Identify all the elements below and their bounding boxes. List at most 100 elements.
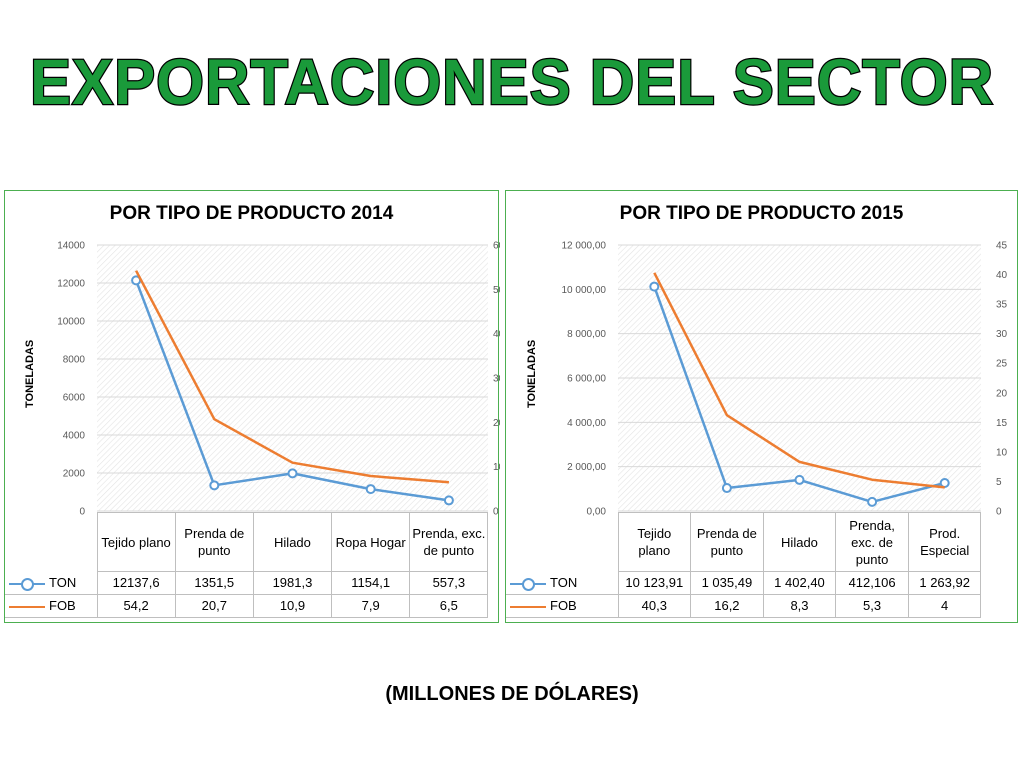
data-value: 1 263,92	[907, 571, 982, 595]
data-point-ton	[287, 468, 298, 479]
data-point-ton	[649, 281, 660, 292]
y2-tick-label: 35	[996, 300, 1008, 311]
data-value: 54,2	[96, 593, 176, 618]
y-tick-label: 0	[79, 507, 85, 518]
category-label: Prenda, exc. de punto	[835, 512, 909, 572]
y2-tick-label: 30	[493, 374, 500, 385]
data-value: 40,3	[617, 593, 692, 618]
legend-label: TON	[49, 575, 77, 590]
y-tick-label: 0,00	[587, 507, 607, 518]
data-point-ton	[939, 477, 950, 488]
plot-area	[97, 245, 488, 511]
data-value: 6,5	[409, 593, 489, 618]
category-label: Tejido plano	[617, 512, 692, 572]
data-value: 8,3	[762, 593, 837, 618]
category-label: Prod. Especial	[907, 512, 982, 572]
legend-key-ton	[510, 577, 546, 591]
y2-tick-label: 30	[996, 329, 1008, 340]
data-point-ton	[721, 483, 732, 494]
chart-title: POR TIPO DE PRODUCTO 2015	[619, 203, 904, 224]
y2-tick-label: 60	[493, 241, 500, 252]
main-title-text: EXPORTACIONES DEL SECTOR	[30, 46, 994, 118]
category-row: Tejido plano Prenda de punto Hilado Prenda,…	[506, 512, 982, 572]
legend-key-fob	[9, 600, 45, 614]
data-value: 16,2	[690, 593, 764, 618]
footer-note: (MILLONES DE DÓLARES)	[385, 683, 639, 705]
chart-plot-2014: 0 2000 4000 6000 8000 10000 12000 14000 0 10 20 30 4…	[57, 241, 500, 518]
legend-entry: FOB	[5, 594, 98, 618]
y-tick-label: 10 000,00	[562, 285, 607, 296]
y2-tick-label: 15	[996, 418, 1008, 429]
series-row-ton: TON 12137,6 1351,5 1981,3 1154,1 557,3	[5, 571, 489, 595]
y-tick-label: 6 000,00	[567, 374, 606, 385]
y2-tick-label: 0	[493, 507, 499, 518]
y2-tick-label: 40	[996, 270, 1008, 281]
legend-entry: FOB	[506, 594, 619, 618]
series-line-fob	[134, 270, 449, 484]
data-value: 1981,3	[252, 571, 333, 595]
category-label: Hilado	[762, 512, 837, 572]
chart-panel-2014: POR TIPO DE PRODUCTO 2014 TONELADAS 0 200…	[4, 190, 500, 623]
y2-tick-label: 0	[996, 507, 1002, 518]
y2-tick-label: 50	[493, 285, 500, 296]
data-point-ton	[867, 496, 878, 507]
series-line-fob	[653, 272, 945, 489]
chart-panel-2015: POR TIPO DE PRODUCTO 2015 TONELADAS 0,00…	[505, 190, 1018, 623]
data-value: 412,106	[835, 571, 909, 595]
data-value: 1 402,40	[762, 571, 837, 595]
data-value: 4	[907, 593, 982, 618]
legend-label: TON	[550, 575, 578, 590]
legend-entry: TON	[506, 571, 619, 595]
y2-tick-label: 25	[996, 359, 1008, 370]
legend-label: FOB	[49, 598, 76, 613]
data-value: 1 035,49	[690, 571, 764, 595]
main-title-graphic: EXPORTACIONES DEL SECTOR	[29, 45, 995, 120]
y2-tick-label: 20	[493, 418, 500, 429]
category-label: Ropa Hogar	[331, 512, 411, 572]
data-table-2014: Tejido plano Prenda de punto Hilado Ropa Ho…	[5, 512, 489, 618]
y2-tick-label: 40	[493, 329, 500, 340]
data-point-ton	[209, 480, 220, 491]
y-tick-label: 2 000,00	[567, 462, 606, 473]
chart-plot-2015: 0,00 2 000,00 4 000,00 6 000,00 8 000,00 10 0…	[562, 241, 1008, 518]
y-tick-label: 8 000,00	[567, 329, 606, 340]
legend-entry: TON	[5, 571, 98, 595]
category-label: Prenda de punto	[174, 512, 254, 572]
y-tick-label: 2000	[63, 469, 86, 480]
chart-title: POR TIPO DE PRODUCTO 2014	[109, 203, 394, 224]
category-label: Prenda de punto	[690, 512, 764, 572]
y-tick-label: 12000	[57, 279, 85, 290]
data-value: 10 123,91	[617, 571, 692, 595]
category-label: Hilado	[252, 512, 333, 572]
legend-key-fob	[510, 600, 546, 614]
y-tick-label: 10000	[57, 317, 85, 328]
series-row-fob: FOB 40,3 16,2 8,3 5,3 4	[506, 593, 982, 618]
y2-tick-label: 20	[996, 388, 1008, 399]
data-point-ton	[365, 484, 376, 495]
data-value: 557,3	[409, 571, 489, 595]
data-value: 5,3	[835, 593, 909, 618]
data-value: 12137,6	[96, 571, 176, 595]
legend-key-ton	[9, 577, 45, 591]
y-tick-label: 12 000,00	[562, 241, 607, 252]
category-row: Tejido plano Prenda de punto Hilado Ropa Ho…	[5, 512, 489, 572]
category-label: Tejido plano	[96, 512, 176, 572]
y2-tick-label: 45	[996, 241, 1008, 252]
y-tick-label: 6000	[63, 393, 86, 404]
data-table-2015: Tejido plano Prenda de punto Hilado Prenda,…	[506, 512, 982, 618]
data-value: 1351,5	[174, 571, 254, 595]
y2-tick-label: 10	[493, 462, 500, 473]
y-tick-label: 14000	[57, 241, 85, 252]
y2-tick-label: 5	[996, 477, 1002, 488]
category-label: Prenda, exc. de punto	[409, 512, 489, 572]
y-tick-label: 4000	[63, 431, 86, 442]
y-tick-label: 8000	[63, 355, 86, 366]
series-row-fob: FOB 54,2 20,7 10,9 7,9 6,5	[5, 593, 489, 618]
y-tick-label: 4 000,00	[567, 418, 606, 429]
data-point-ton	[443, 495, 454, 506]
y2-tick-label: 10	[996, 447, 1008, 458]
series-row-ton: TON 10 123,91 1 035,49 1 402,40 412,106 1 263…	[506, 571, 982, 595]
data-point-ton	[794, 474, 805, 485]
data-value: 7,9	[331, 593, 411, 618]
data-value: 20,7	[174, 593, 254, 618]
